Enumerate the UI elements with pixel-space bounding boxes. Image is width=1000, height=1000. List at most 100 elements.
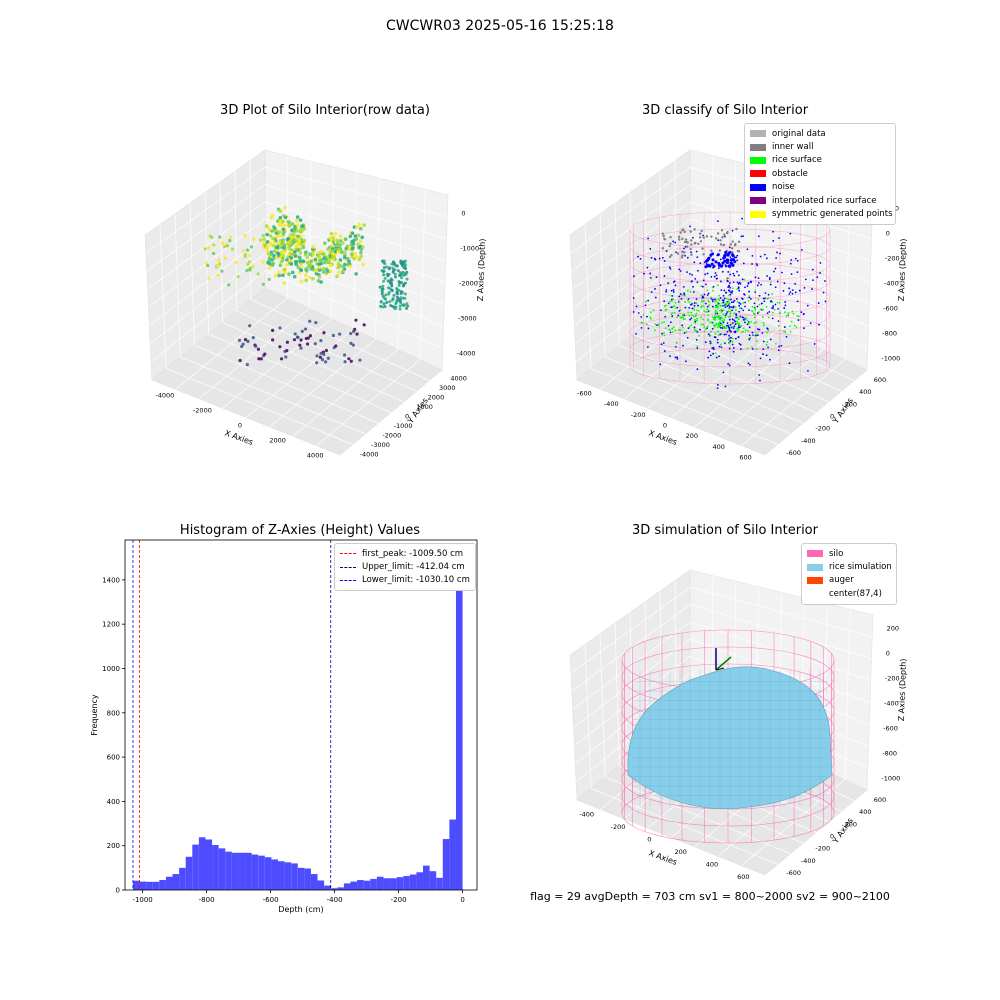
raw-point <box>388 300 392 304</box>
rice-surface-point <box>661 321 664 324</box>
raw-point <box>357 222 362 227</box>
raw-point <box>338 258 343 262</box>
noise-point <box>716 338 719 341</box>
raw-point <box>258 238 263 242</box>
raw-point <box>265 248 270 253</box>
rice-surface-point <box>709 334 712 337</box>
grid-line <box>599 633 791 855</box>
noise-point <box>707 292 710 295</box>
noise-point <box>746 248 749 251</box>
legend-item: rice simulation <box>807 560 892 573</box>
noise-point <box>696 331 699 333</box>
rice-surface-point <box>734 309 737 312</box>
noise-point <box>731 291 733 294</box>
noise-point <box>681 324 684 327</box>
rice-surface-point <box>746 347 749 350</box>
legend-item: auger <box>807 574 891 587</box>
histogram-bar <box>284 862 292 890</box>
raw-point <box>334 344 338 348</box>
rice-surface-point <box>755 348 758 350</box>
raw-point <box>277 230 282 234</box>
rice-surface-point <box>705 328 707 330</box>
rice-surface-point <box>744 329 747 332</box>
rice-surface-point <box>687 311 690 314</box>
rice-surface-point <box>664 327 667 330</box>
histogram-bar <box>245 852 252 890</box>
noise-point <box>649 272 652 275</box>
histogram-bar <box>139 881 147 890</box>
noise-point <box>695 338 698 341</box>
z-tick-label: -600 <box>883 305 898 313</box>
noise-point <box>765 257 768 260</box>
rice-surface-point <box>709 321 711 324</box>
raw-point <box>336 250 340 254</box>
y-tick-label: 0 <box>405 413 409 421</box>
noise-point <box>725 261 729 265</box>
noise-point <box>696 256 699 259</box>
noise-point <box>729 291 732 293</box>
x-tick-label: 600 <box>737 873 749 881</box>
raw-point <box>338 332 342 336</box>
noise-point <box>807 369 809 372</box>
rice-surface-point <box>724 316 727 319</box>
raw-point <box>212 243 216 247</box>
raw-point <box>266 226 271 231</box>
noise-point <box>731 343 734 346</box>
noise-point <box>650 256 653 259</box>
rice-surface-point <box>727 300 730 302</box>
status-line: flag = 29 avgDepth = 703 cm sv1 = 800~20… <box>530 890 890 903</box>
raw-point <box>402 282 406 286</box>
rice-surface-point <box>679 329 682 331</box>
legend-label: rice simulation <box>829 562 892 573</box>
raw-point <box>349 341 353 345</box>
rice-surface-point <box>670 313 673 316</box>
raw-point <box>268 234 273 238</box>
raw-point <box>349 359 353 363</box>
rice-surface-point <box>765 305 768 308</box>
noise-point <box>735 298 738 300</box>
raw-point <box>362 223 367 227</box>
raw-point <box>301 224 305 228</box>
noise-point <box>716 220 719 223</box>
raw-point <box>290 270 295 275</box>
raw-point <box>272 244 276 248</box>
rice-surface-point <box>654 323 657 326</box>
rice-surface-point <box>736 288 739 290</box>
raw-point <box>314 320 318 325</box>
raw-point <box>404 263 408 267</box>
raw-point <box>218 262 222 266</box>
raw-point <box>217 258 221 262</box>
raw-point <box>381 259 385 263</box>
rice-surface-point <box>740 324 743 327</box>
noise-point <box>725 312 728 315</box>
inner-wall-point <box>663 238 667 241</box>
noise-point <box>737 274 740 277</box>
raw-point <box>383 305 387 309</box>
rice-surface-point <box>649 311 652 314</box>
raw-point <box>283 270 287 275</box>
noise-point <box>796 300 799 303</box>
inner-wall-point <box>705 235 709 238</box>
noise-point <box>783 282 786 285</box>
rice-surface-point <box>657 324 660 327</box>
raw-point <box>406 304 410 308</box>
rice-surface-point <box>714 352 717 355</box>
noise-point <box>721 327 724 330</box>
rice-surface-point <box>715 312 718 315</box>
noise-point <box>744 305 746 308</box>
noise-point <box>740 235 743 238</box>
raw-point <box>299 268 303 272</box>
inner-wall-point <box>734 242 737 246</box>
raw-point <box>272 240 276 244</box>
raw-point <box>246 339 250 343</box>
inner-wall-point <box>710 249 713 252</box>
raw-point <box>277 240 281 245</box>
y-tick-label: 3000 <box>439 384 456 392</box>
raw-point <box>398 281 402 285</box>
noise-point <box>732 272 735 275</box>
noise-point <box>778 345 780 348</box>
noise-point <box>688 307 691 309</box>
rice-surface-point <box>783 330 785 333</box>
x-tick-label: -200 <box>631 411 646 419</box>
noise-point <box>637 255 639 258</box>
